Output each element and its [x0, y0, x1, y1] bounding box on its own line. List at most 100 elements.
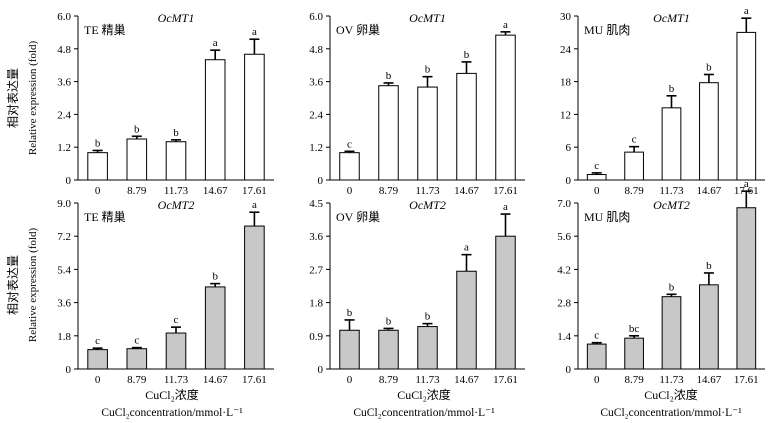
- significance-letter: a: [213, 37, 218, 49]
- y-tick-label: 0: [318, 175, 324, 187]
- significance-letter: c: [347, 138, 352, 150]
- y-label-en: Relative expression (fold): [27, 228, 39, 343]
- x-tick-label: 8.79: [379, 374, 399, 386]
- significance-letter: c: [174, 314, 179, 326]
- significance-letter: c: [134, 335, 139, 347]
- x-tick-label: 11.73: [164, 374, 189, 386]
- significance-letter: c: [594, 160, 599, 172]
- x-label-en: CuCl₂concentration/mmol·L⁻¹: [600, 407, 742, 419]
- significance-letter: bc: [629, 323, 640, 335]
- bar: [661, 296, 682, 370]
- x-label-col-3: CuCl₂浓度 CuCl₂concentration/mmol·L⁻¹: [600, 387, 742, 419]
- significance-letter: b: [706, 61, 712, 73]
- bar: [456, 270, 477, 370]
- panel-te-ocmt2: 0 1.8 3.6 5.4 7.2 9.0 c 0 c 8.79 c 11.73 b 14.67 a 17.6…: [57, 198, 274, 386]
- bar: [87, 349, 108, 370]
- bar: [339, 152, 360, 181]
- significance-letter: a: [464, 242, 469, 254]
- y-tick-label: 4.5: [309, 198, 323, 210]
- x-label-cn: CuCl₂浓度: [145, 387, 199, 402]
- y-tick-label: 3.6: [57, 77, 71, 89]
- x-tick-label: 0: [594, 374, 600, 386]
- y-label-bottom: 相对表达量 Relative expression (fold): [6, 228, 39, 343]
- y-label-cn: 相对表达量: [6, 255, 20, 315]
- significance-letter: c: [594, 330, 599, 342]
- x-tick-label: 14.67: [203, 185, 228, 197]
- y-tick-label: 4.8: [309, 44, 323, 56]
- x-tick-label: 11.73: [164, 185, 189, 197]
- x-tick-label: 8.79: [127, 374, 147, 386]
- x-tick-label: 0: [95, 185, 101, 197]
- bar: [204, 59, 226, 181]
- significance-letter: b: [425, 311, 431, 323]
- y-label-cn: 相对表达量: [6, 68, 20, 128]
- bar: [736, 207, 757, 370]
- y-tick-label: 6.0: [57, 11, 71, 23]
- y-tick-label: 9.0: [57, 198, 71, 210]
- bar: [204, 286, 226, 370]
- y-tick-label: 6.0: [309, 11, 323, 23]
- x-tick-label: 0: [594, 185, 600, 197]
- bar: [586, 174, 607, 181]
- significance-letter: b: [386, 70, 392, 82]
- x-tick-label: 14.67: [697, 374, 722, 386]
- x-label-col-2: CuCl₂浓度 CuCl₂concentration/mmol·L⁻¹: [353, 387, 495, 419]
- panel-mu-ocmt2: 0 1.4 2.8 4.2 5.6 7.0 c 0 bc 8.79 b 11.73 b 14.67 a 17.…: [557, 178, 765, 386]
- significance-letter: b: [173, 127, 179, 139]
- panels: 0 1.2 2.4 3.6 4.8 6.0 b 0 b 8.79 b 11.73 a 14.67 a 17.6…: [57, 5, 765, 386]
- x-tick-label: 11.73: [659, 374, 684, 386]
- gene-label: OcMT2: [158, 198, 195, 212]
- bar: [165, 332, 187, 370]
- bar: [699, 82, 719, 181]
- x-tick-label: 17.61: [734, 374, 759, 386]
- x-tick-label: 11.73: [415, 185, 440, 197]
- bar: [495, 235, 516, 370]
- y-tick-label: 4.8: [57, 44, 71, 56]
- gene-label: OcMT1: [653, 11, 690, 25]
- y-tick-label: 3.6: [309, 77, 323, 89]
- significance-letter: b: [425, 64, 431, 76]
- x-tick-label: 14.67: [454, 185, 479, 197]
- x-tick-label: 8.79: [624, 185, 644, 197]
- x-label-en: CuCl₂concentration/mmol·L⁻¹: [101, 407, 243, 419]
- x-tick-label: 17.61: [242, 185, 267, 197]
- y-tick-label: 1.8: [57, 331, 71, 343]
- y-tick-label: 0: [318, 364, 324, 376]
- tissue-label: TE 精巢: [84, 210, 126, 224]
- significance-letter: c: [632, 134, 637, 146]
- x-label-cn: CuCl₂浓度: [644, 387, 698, 402]
- tissue-label: MU 肌肉: [584, 210, 630, 224]
- significance-letter: a: [744, 178, 749, 190]
- y-tick-label: 7.2: [57, 231, 71, 243]
- bar: [126, 138, 148, 181]
- gene-label: OcMT1: [409, 11, 446, 25]
- y-tick-label: 0.9: [309, 331, 323, 343]
- y-tick-label: 0: [566, 364, 572, 376]
- x-tick-label: 17.61: [493, 374, 518, 386]
- y-tick-label: 0: [66, 175, 72, 187]
- bar: [165, 141, 187, 181]
- gene-label: OcMT1: [158, 11, 195, 25]
- bar: [624, 337, 644, 370]
- bar: [339, 329, 360, 370]
- significance-letter: b: [464, 49, 470, 61]
- y-tick-label: 4.2: [557, 264, 571, 276]
- y-tick-label: 2.7: [309, 264, 323, 276]
- significance-letter: b: [212, 271, 218, 283]
- bar: [244, 53, 265, 181]
- panel-ov-ocmt2: 0 0.9 1.8 2.7 3.6 4.5 b 0 b 8.79 b 11.73 a 14.67 a 17.6…: [309, 198, 525, 386]
- panel-ov-ocmt1: 0 1.2 2.4 3.6 4.8 6.0 c 0 b 8.79 b 11.73 b 14.67 a 17.6…: [309, 11, 525, 197]
- bar: [495, 34, 516, 181]
- bar: [87, 152, 108, 181]
- significance-letter: a: [503, 201, 508, 213]
- bar: [126, 348, 148, 370]
- x-label-cn: CuCl₂浓度: [397, 387, 451, 402]
- y-tick-label: 0: [66, 364, 72, 376]
- x-tick-label: 17.61: [242, 374, 267, 386]
- significance-letter: b: [95, 137, 101, 149]
- bar: [417, 326, 438, 370]
- y-label-top: 相对表达量 Relative expression (fold): [6, 41, 39, 156]
- bar: [456, 72, 477, 181]
